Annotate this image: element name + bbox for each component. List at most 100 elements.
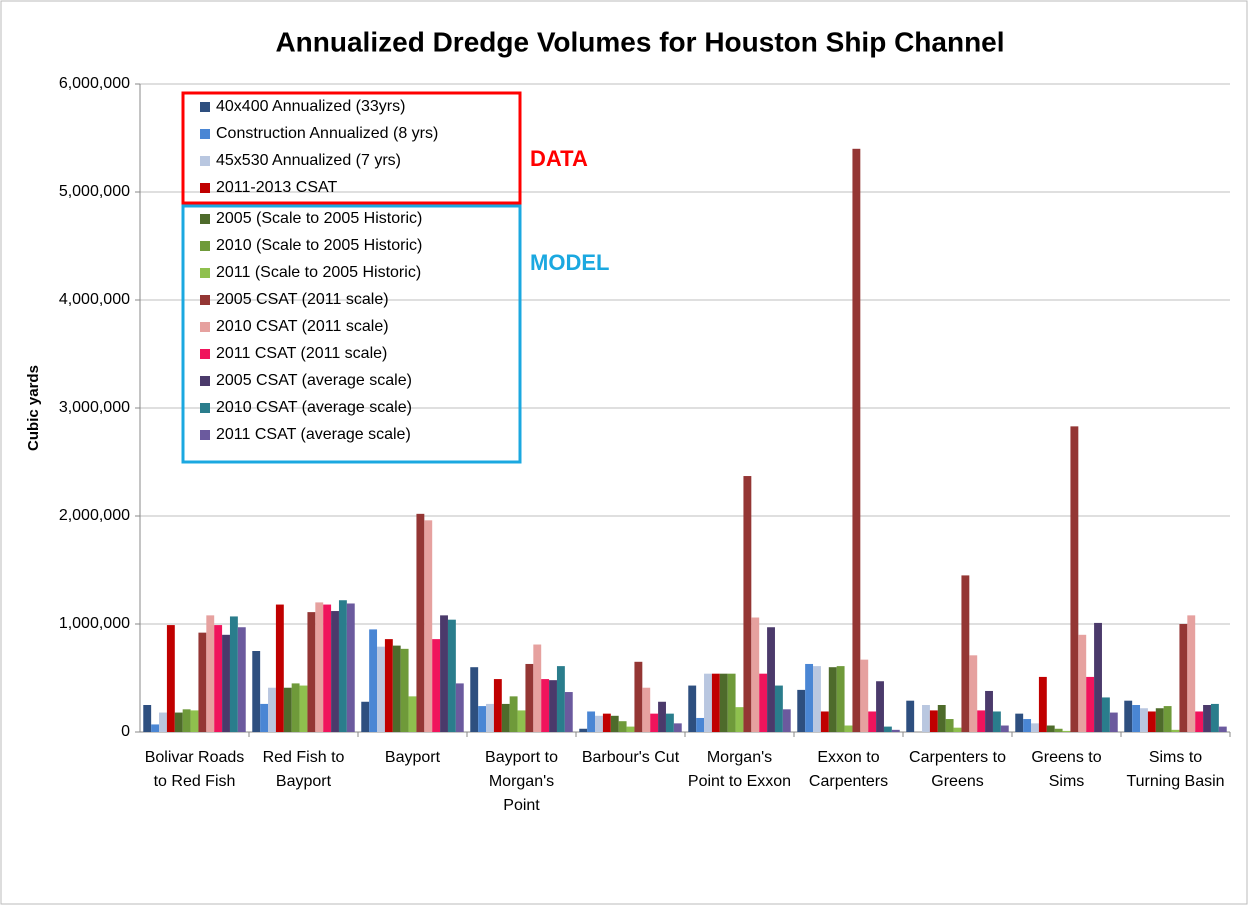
bar [198,632,207,732]
legend-swatch [200,129,210,139]
bar [969,655,978,732]
bar [229,616,238,732]
bar [237,627,246,732]
bar [626,726,635,732]
bar [782,709,791,732]
bar [665,713,674,732]
bar [820,711,829,732]
bar [767,627,775,732]
bar [1163,706,1172,732]
legend-swatch [200,376,210,386]
legend-swatch [200,102,210,112]
bar [174,712,183,732]
bar [275,604,284,732]
bar [696,717,705,732]
bar [525,663,534,732]
legend-swatch [200,214,210,224]
bar [1147,711,1156,732]
bar [579,728,588,732]
legend-box-data [181,91,522,205]
bar [658,701,666,732]
bar [977,710,986,732]
y-axis-label: Cubic yards [25,365,42,451]
bar [759,673,768,732]
legend-box-model [181,204,522,464]
bar [400,648,409,732]
bar [346,603,355,732]
y-tick-label: 2,000,000 [59,507,130,524]
bar [151,724,160,732]
bar [222,634,230,732]
legend-swatch [200,241,210,251]
y-tick-label: 5,000,000 [59,183,130,200]
bar [953,727,962,732]
legend-label: 2011 CSAT (average scale) [216,426,411,443]
bar [1062,730,1071,732]
bar [929,710,938,732]
legend-label: 2005 CSAT (average scale) [216,372,412,389]
bar [486,703,494,732]
bar [860,659,869,732]
bar [1078,634,1087,732]
bar [1000,725,1009,732]
y-tick-label: 1,000,000 [59,615,130,632]
bar [727,673,736,732]
y-tick-label: 4,000,000 [59,291,130,308]
bar [937,705,946,732]
bar [797,689,806,732]
bar [891,729,900,732]
bar [478,706,487,732]
bar [1140,708,1148,732]
legend-swatch [200,183,210,193]
legend-swatch [200,403,210,413]
bar [252,651,261,732]
bar [876,681,884,732]
bar [844,725,853,732]
bar [719,673,728,732]
bar [377,646,385,732]
bar [307,612,316,732]
bar [408,696,417,732]
bar [1023,719,1032,732]
bar [190,710,199,732]
bar [642,687,651,732]
legend-swatch [200,156,210,166]
legend-label: 2005 (Scale to 2005 Historic) [216,210,422,227]
bar [1070,426,1079,732]
bar [836,666,845,732]
bar [470,667,479,732]
bar [501,703,510,732]
bar [432,639,441,732]
bar [650,713,659,732]
bar [268,687,276,732]
x-tick-label: Bolivar Roads to Red Fish [144,749,245,790]
bar [1015,713,1024,732]
x-tick-label: Red Fish to Bayport [262,749,345,790]
bar [564,692,573,732]
bar [166,625,175,732]
bar [143,705,152,732]
bar [315,602,324,732]
bar [945,719,954,732]
bar [735,707,744,732]
bar [1179,624,1188,732]
bar [704,673,712,732]
legend-swatch [200,430,210,440]
bar [961,575,970,732]
bar [1109,712,1118,732]
bar [985,690,993,732]
bar [533,644,542,732]
annotation: DATA [530,146,588,171]
bar [1132,705,1141,732]
legend-label: 45x530 Annualized (7 yrs) [216,152,401,169]
bar [688,685,697,732]
x-tick-label: Exxon to Carpenters [808,749,889,790]
bar [1171,729,1180,732]
bar [424,520,433,732]
bar [852,148,861,733]
bar [906,700,915,732]
bar [517,710,526,732]
